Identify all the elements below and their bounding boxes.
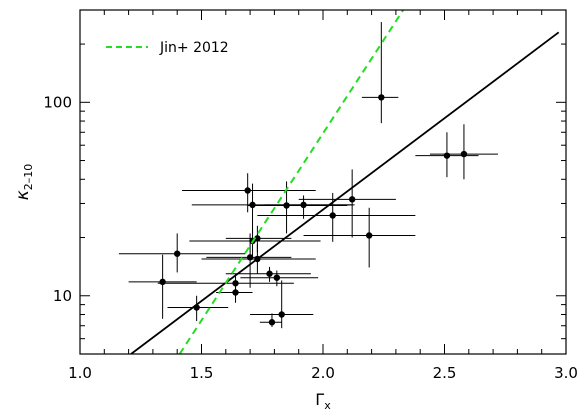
plot-frame bbox=[79, 9, 567, 355]
fit-line bbox=[130, 31, 560, 354]
data-point bbox=[378, 94, 385, 101]
x-tick-label: 1.0 bbox=[68, 364, 92, 382]
y-tick-label: 100 bbox=[43, 93, 72, 111]
legend: Jin+ 2012 bbox=[106, 40, 229, 56]
y-axis-label: κ2–10 bbox=[13, 164, 35, 201]
data-point bbox=[232, 280, 239, 287]
data-point bbox=[348, 196, 356, 203]
data-point bbox=[273, 274, 281, 281]
x-tick-label: 3.0 bbox=[554, 364, 578, 382]
data-point bbox=[159, 278, 166, 286]
plot-content bbox=[118, 10, 560, 354]
data-point bbox=[268, 319, 276, 326]
data-point bbox=[365, 232, 373, 239]
x-axis-label: Γx bbox=[315, 390, 331, 412]
jin-2012-line bbox=[178, 10, 405, 354]
y-tick-label: 10 bbox=[53, 287, 72, 305]
data-point bbox=[443, 152, 451, 159]
data-point bbox=[244, 187, 251, 194]
data-point bbox=[278, 311, 285, 318]
x-tick-label: 1.5 bbox=[190, 364, 214, 382]
data-point bbox=[266, 270, 273, 277]
data-point bbox=[174, 250, 181, 257]
data-point bbox=[283, 202, 290, 209]
x-tick-label: 2.5 bbox=[433, 364, 457, 382]
x-tick-label: 2.0 bbox=[311, 364, 335, 382]
axis-ticks: 1.0 1.5 2.0 2.5 3.0 10 100 bbox=[43, 9, 578, 382]
data-point bbox=[460, 150, 468, 158]
legend-label: Jin+ 2012 bbox=[159, 40, 229, 56]
data-point bbox=[300, 201, 307, 209]
data-point bbox=[329, 212, 336, 219]
data-point bbox=[254, 235, 261, 242]
data-point bbox=[249, 201, 256, 209]
